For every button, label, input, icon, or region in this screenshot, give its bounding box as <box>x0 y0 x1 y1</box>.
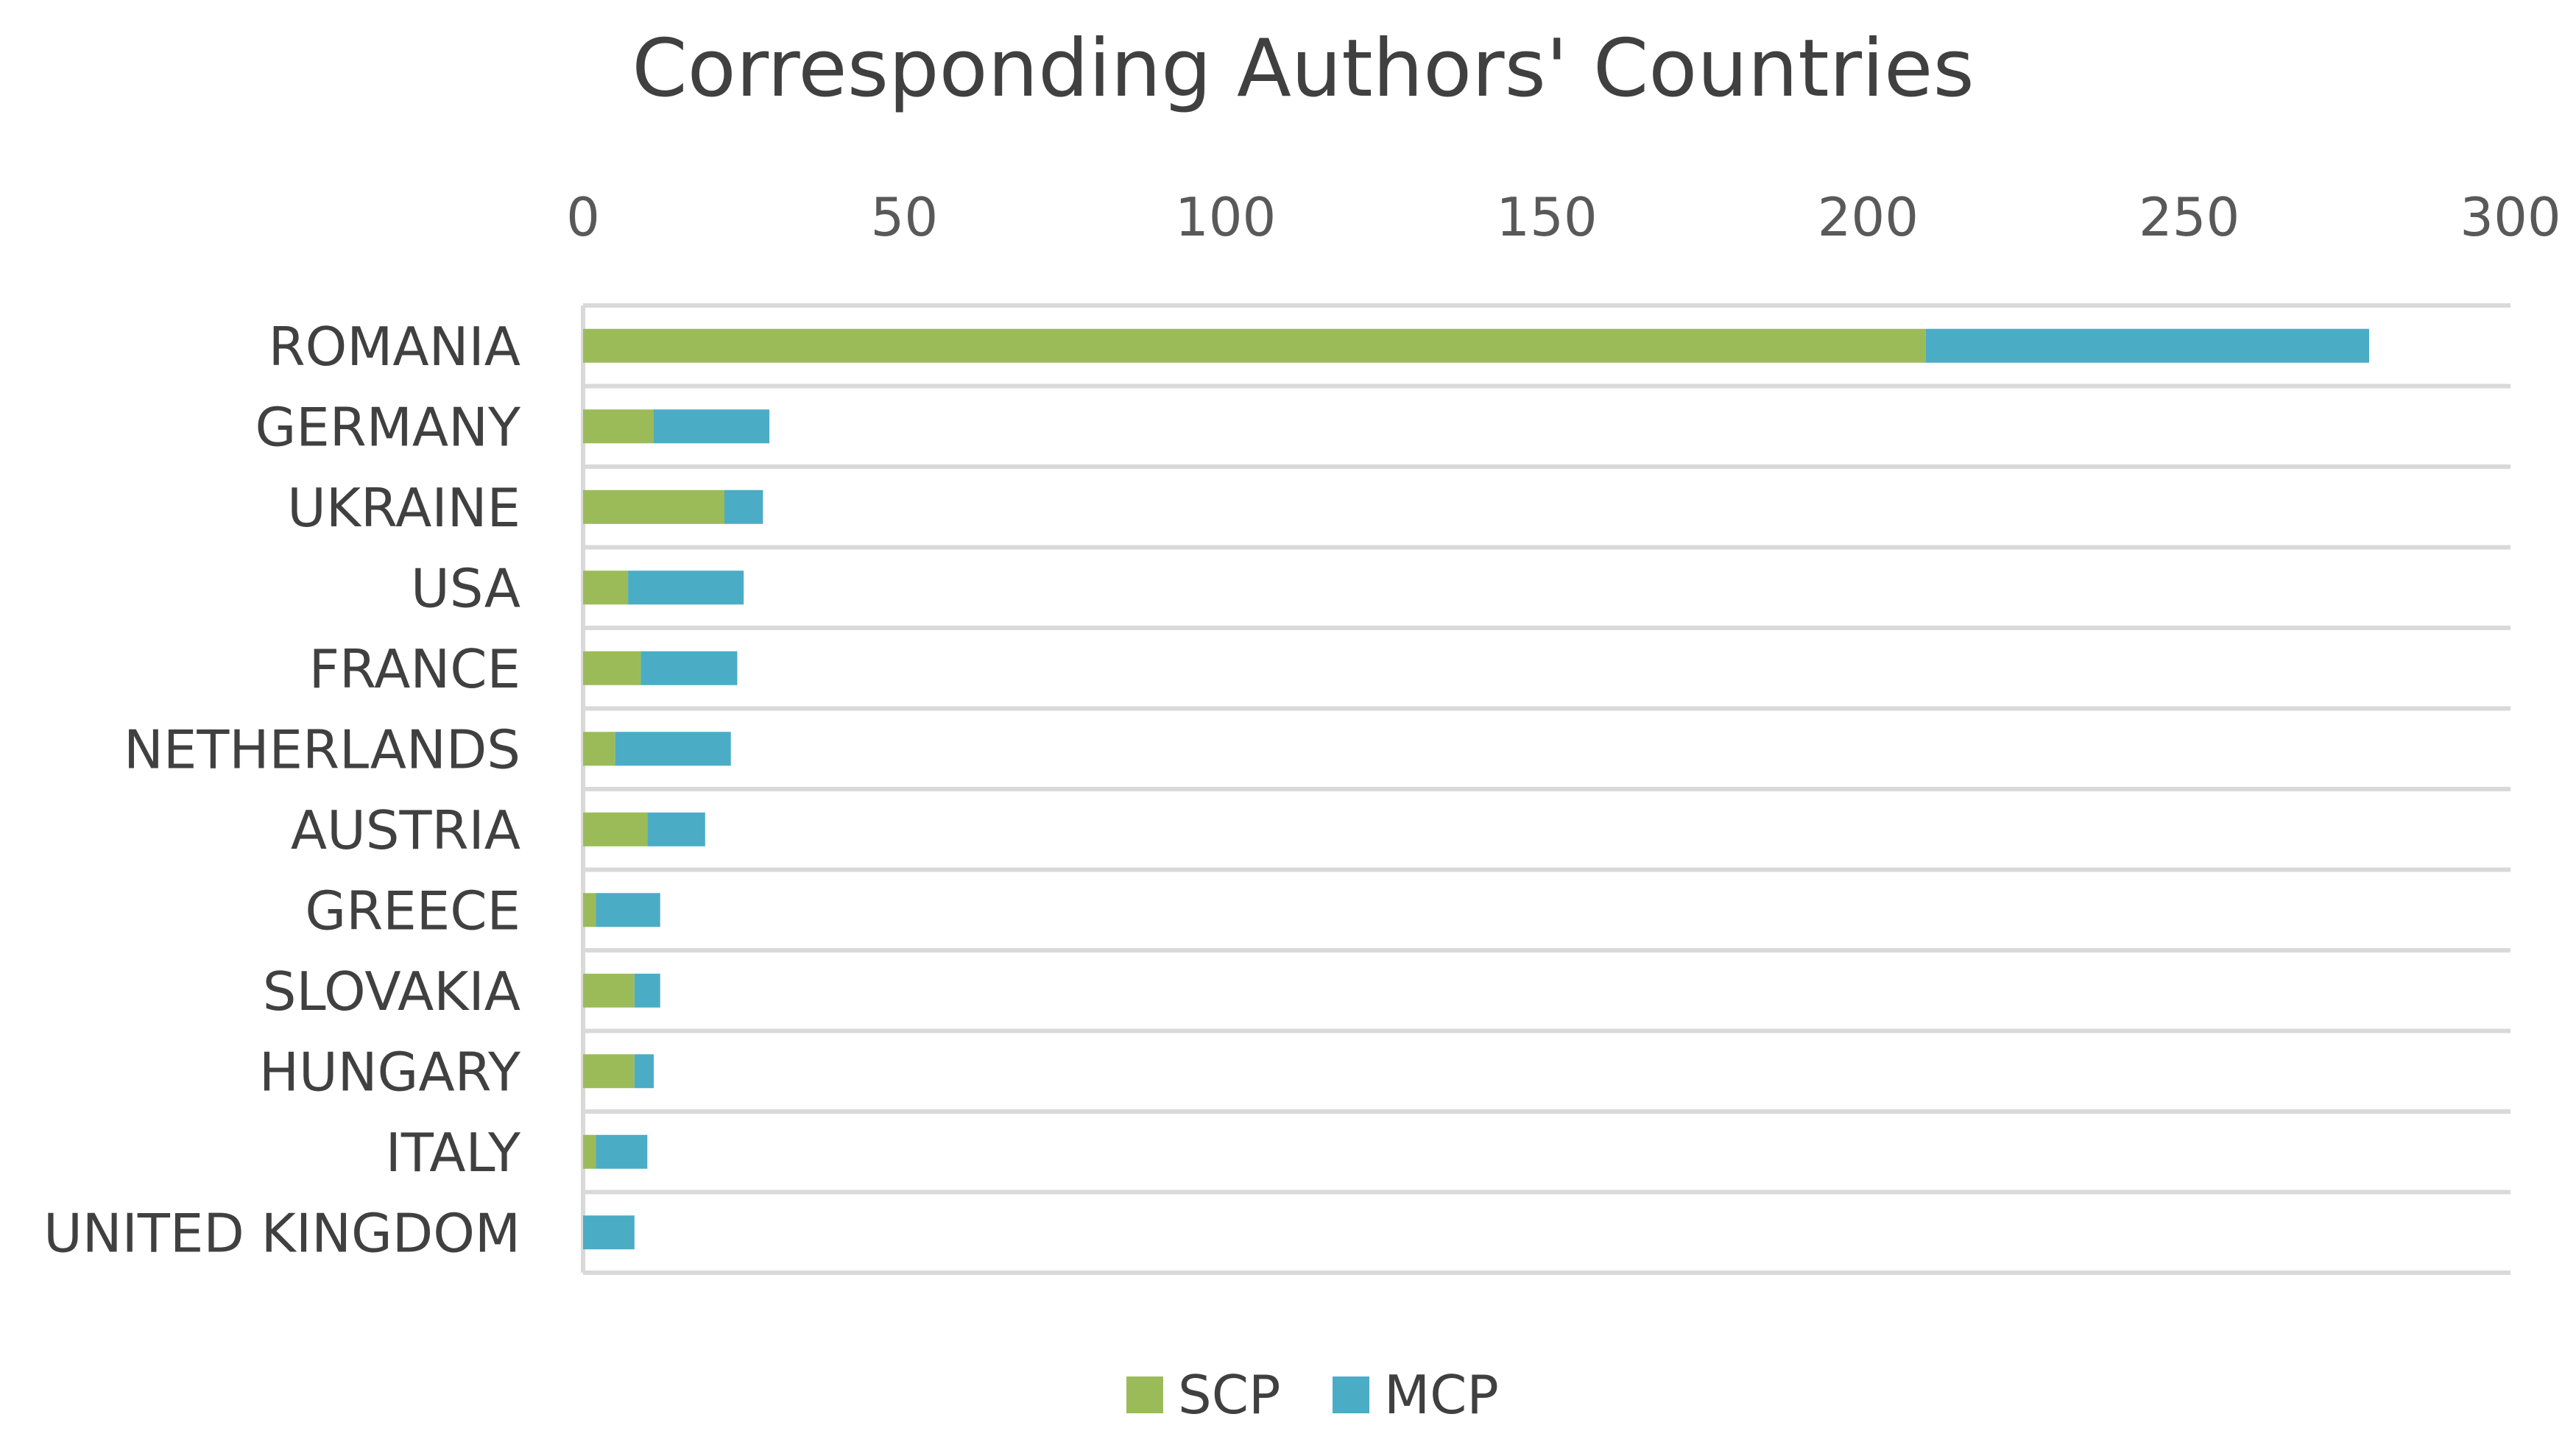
category-label: GERMANY <box>255 396 521 458</box>
bar-mcp <box>1925 328 2370 363</box>
category-label: ROMANIA <box>269 316 521 378</box>
category-label: AUSTRIA <box>291 799 521 861</box>
x-tick-label: 50 <box>871 186 939 248</box>
bar-mcp <box>596 893 660 927</box>
bar-scp <box>583 490 724 524</box>
category-label: SLOVAKIA <box>263 961 521 1022</box>
category-label: FRANCE <box>309 638 521 700</box>
x-tick-label: 150 <box>1496 186 1597 248</box>
category-label: UKRAINE <box>287 477 521 539</box>
bar-scp <box>583 328 1926 363</box>
category-label: NETHERLANDS <box>124 718 521 780</box>
x-axis-ticks: 0 50 100 150 200 250 300 <box>566 186 2561 248</box>
bar-scp <box>583 1134 596 1169</box>
category-label: ITALY <box>386 1122 521 1184</box>
x-tick-label: 200 <box>1818 186 1919 248</box>
bar-scp <box>583 973 635 1008</box>
x-tick-label: 250 <box>2139 186 2240 248</box>
bar-scp <box>583 732 615 766</box>
category-label: HUNGARY <box>259 1041 521 1103</box>
bars <box>583 328 2370 1250</box>
category-label: UNITED KINGDOM <box>43 1202 521 1264</box>
legend-label-mcp: MCP <box>1384 1364 1499 1426</box>
legend-swatch-scp <box>1126 1377 1163 1413</box>
bar-mcp <box>647 812 705 847</box>
bar-scp <box>583 651 641 685</box>
category-labels: ROMANIA GERMANY UKRAINE USA FRANCE NETHERLAND… <box>43 316 521 1265</box>
bar-scp <box>583 570 629 605</box>
bar-scp <box>583 409 654 444</box>
category-label: GREECE <box>305 880 521 941</box>
bar-scp <box>583 893 596 927</box>
gridlines <box>581 303 2510 1275</box>
bar-mcp <box>634 973 660 1008</box>
x-tick-label: 300 <box>2460 186 2561 248</box>
x-tick-label: 0 <box>566 186 600 248</box>
chart-title: Corresponding Authors' Countries <box>632 23 1974 115</box>
bar-mcp <box>653 409 770 444</box>
bar-scp <box>583 1054 635 1089</box>
bar-mcp <box>634 1054 654 1089</box>
bar-mcp <box>628 570 744 605</box>
bar-scp <box>583 812 648 847</box>
x-tick-label: 100 <box>1175 186 1276 248</box>
bar-mcp <box>641 651 738 685</box>
bar-mcp <box>724 490 763 524</box>
bar-mcp <box>615 732 731 766</box>
bar-mcp <box>596 1134 648 1169</box>
bar-mcp <box>583 1215 635 1250</box>
legend-swatch-mcp <box>1333 1377 1369 1413</box>
category-label: USA <box>411 557 521 619</box>
legend: SCP MCP <box>1126 1364 1499 1426</box>
legend-label-scp: SCP <box>1178 1364 1280 1426</box>
